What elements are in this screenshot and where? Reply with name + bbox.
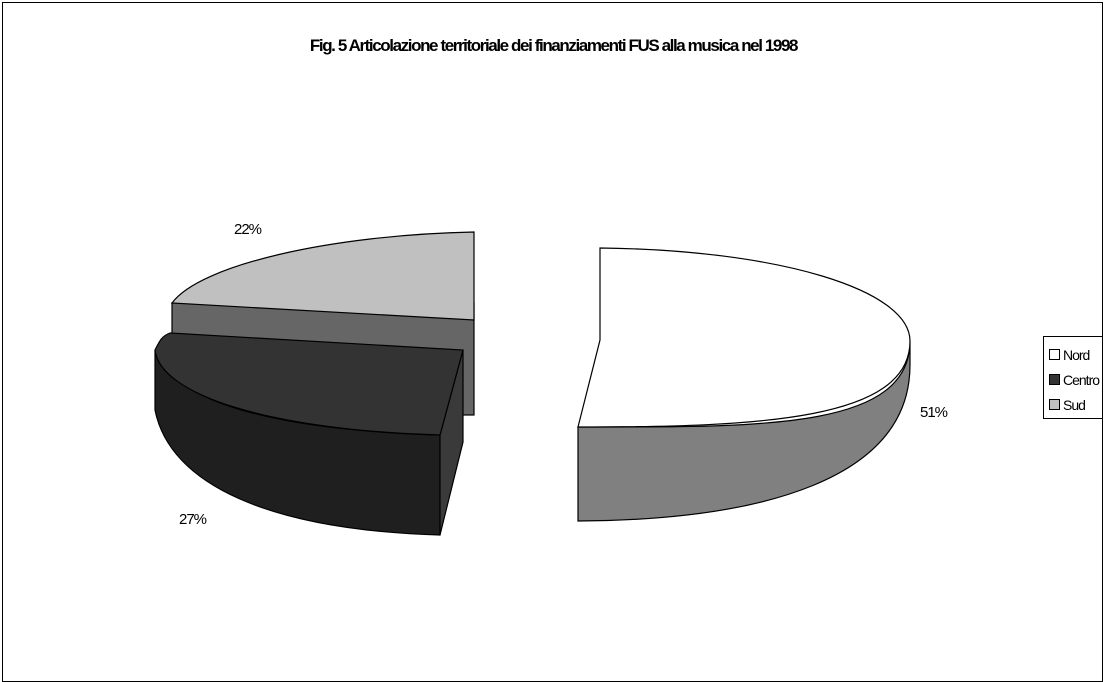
pie-slice-centro-top: [154, 332, 464, 436]
data-label-centro: 27%: [179, 511, 207, 528]
data-label-nord: 51%: [920, 404, 948, 421]
legend-swatch-nord: [1049, 349, 1060, 360]
legend-item-centro: Centro: [1049, 367, 1102, 392]
legend-label-centro: Centro: [1063, 371, 1100, 388]
pie-slice-centro: [154, 332, 464, 536]
pie-slice-nord-top: [577, 247, 911, 428]
pie-slice-nord-wall: [577, 340, 911, 522]
chart-title: Fig. 5 Articolazione territoriale dei fi…: [309, 36, 799, 55]
legend-label-sud: Sud: [1063, 396, 1086, 413]
legend-item-nord: Nord: [1049, 342, 1102, 367]
legend-swatch-centro: [1049, 374, 1060, 385]
chart-legend: Nord Centro Sud: [1043, 336, 1103, 419]
data-label-sud: 22%: [234, 221, 262, 238]
pie-slice-sud-top: [170, 231, 475, 321]
legend-label-nord: Nord: [1063, 346, 1090, 363]
legend-swatch-sud: [1049, 399, 1060, 410]
pie-slice-nord: [577, 247, 911, 522]
legend-item-sud: Sud: [1049, 392, 1102, 417]
